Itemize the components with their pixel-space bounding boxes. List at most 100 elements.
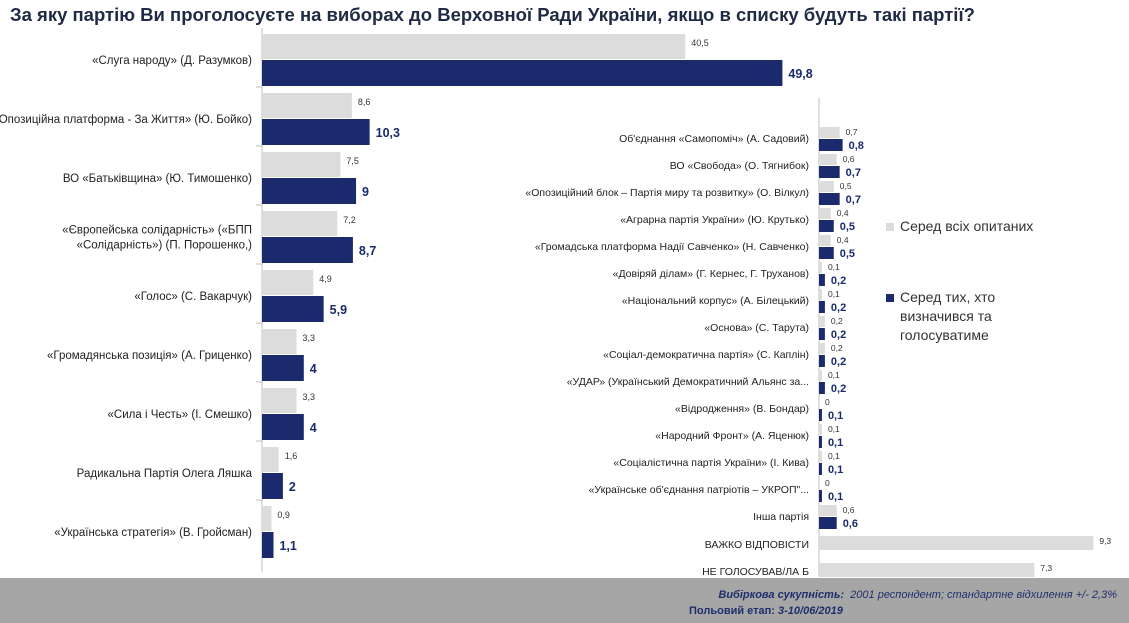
- data-label-all: 0: [825, 397, 830, 407]
- data-label-decided: 0,1: [828, 437, 843, 449]
- category-label: «Національний корпус» (А. Білецький): [622, 295, 809, 307]
- category-label: «Голос» (С. Вакарчук): [134, 291, 252, 303]
- data-label-all: 0: [825, 478, 830, 488]
- bar-all: [262, 388, 297, 413]
- data-label-decided: 0,2: [831, 275, 846, 287]
- data-label-all: 0,9: [277, 510, 290, 520]
- bar-decided: [819, 517, 837, 529]
- bar-decided: [819, 166, 840, 178]
- bar-all: [819, 316, 825, 327]
- category-label: «Опозиційний блок – Партія миру та розви…: [525, 187, 809, 199]
- data-label-all: 0,7: [846, 127, 858, 137]
- bar-all: [262, 34, 686, 59]
- category-label: ВО «Батьківщина» (Ю. Тимошенко): [63, 173, 252, 185]
- data-label-decided: 0,1: [828, 410, 843, 422]
- data-label-decided: 0,8: [849, 140, 864, 152]
- bar-all: [819, 370, 822, 381]
- bar-all: [262, 506, 272, 531]
- data-label-decided: 0,1: [828, 464, 843, 476]
- bar-decided: [262, 60, 783, 86]
- data-label-decided: 4: [310, 421, 317, 435]
- category-label: «Європейська солідарність» («БПП: [62, 225, 252, 237]
- bar-decided: [262, 119, 370, 145]
- data-label-all: 0,1: [828, 262, 840, 272]
- data-label-decided: 0,6: [843, 518, 858, 530]
- bar-all: [262, 270, 314, 295]
- bar-all: [819, 181, 834, 192]
- bar-decided: [262, 237, 353, 263]
- data-label-decided: 0,2: [831, 356, 846, 368]
- category-label: «УДАР» (Український Демократичний Альянс…: [567, 376, 809, 388]
- data-label-decided: 49,8: [788, 67, 812, 81]
- bar-all: [819, 262, 822, 273]
- data-label-decided: 9: [362, 185, 369, 199]
- category-label: Радикальна Партія Олега Ляшка: [77, 468, 253, 480]
- data-label-all: 0,1: [828, 424, 840, 434]
- bar-all: [819, 343, 825, 354]
- bar-all: [819, 127, 840, 138]
- category-label: «Українська стратегія» (В. Гройсман): [54, 527, 252, 539]
- legend-label-all: Серед всіх опитаних: [900, 218, 1034, 234]
- category-label: Об'єднання «Самопоміч» (А. Садовий): [619, 133, 809, 145]
- data-label-all: 0,1: [828, 451, 840, 461]
- bar-decided: [819, 193, 840, 205]
- data-label-all: 0,4: [837, 235, 849, 245]
- data-label-all: 0,6: [843, 505, 855, 515]
- field-label: Польовий етап:: [689, 605, 775, 617]
- data-label-decided: 0,5: [840, 248, 855, 260]
- bar-decided: [819, 301, 825, 313]
- data-label-decided: 0,5: [840, 221, 855, 233]
- footer: Вибіркова сукупність: 2001 респондент; с…: [0, 578, 1129, 623]
- data-label-all: 4,9: [319, 274, 332, 284]
- bar-chart: 40,549,8«Слуга народу» (Д. Разумков)8,61…: [0, 28, 1111, 578]
- bar-decided: [819, 139, 843, 151]
- data-label-all: 3,3: [302, 333, 315, 343]
- data-label-all: 0,2: [831, 343, 843, 353]
- bar-all: [819, 563, 1035, 577]
- bar-all: [819, 289, 822, 300]
- bar-all: [819, 235, 831, 246]
- category-label: «Громадська платформа Надії Савченко» (Н…: [535, 241, 809, 253]
- data-label-decided: 1,1: [279, 539, 296, 553]
- category-label: «Українське об'єднання патріотів – УКРОП…: [589, 484, 809, 496]
- bar-all: [819, 536, 1094, 550]
- bar-decided: [819, 382, 825, 394]
- category-label: Інша партія: [753, 511, 809, 523]
- bar-decided: [262, 355, 304, 381]
- category-label: «Народний Фронт» (А. Яценюк): [655, 430, 809, 442]
- category-label: ВАЖКО ВІДПОВІСТИ: [705, 539, 809, 551]
- category-label: «Аграрна партія України» (Ю. Крутько): [620, 214, 809, 226]
- bar-decided: [262, 532, 274, 558]
- category-label: «Опозиційна платформа - За Життя» (Ю. Бо…: [0, 114, 252, 126]
- data-label-all: 8,6: [358, 97, 371, 107]
- bar-decided: [262, 473, 283, 499]
- sample-value: 2001 респондент; стандартне відхилення +…: [850, 589, 1117, 601]
- data-label-decided: 10,3: [376, 126, 400, 140]
- data-label-all: 40,5: [691, 38, 709, 48]
- bar-decided: [819, 220, 834, 232]
- data-label-all: 7,5: [346, 156, 359, 166]
- category-label: «Відродження» (В. Бондар): [675, 403, 809, 415]
- bar-all: [819, 505, 837, 516]
- data-label-decided: 0,2: [831, 383, 846, 395]
- legend-label-decided: Серед тих, хто визначився та голосуватим…: [900, 289, 996, 343]
- bar-all: [262, 152, 341, 177]
- data-label-all: 0,1: [828, 289, 840, 299]
- category-label: «Основа» (С. Тарута): [704, 322, 809, 334]
- bar-all: [262, 329, 297, 354]
- bar-decided: [819, 436, 822, 448]
- data-label-decided: 4: [310, 362, 317, 376]
- sample-info: Вибіркова сукупність: 2001 респондент; с…: [718, 589, 1117, 601]
- bar-decided: [819, 355, 825, 367]
- bar-all: [819, 424, 822, 435]
- bar-all: [819, 451, 822, 462]
- data-label-all: 0,1: [828, 370, 840, 380]
- data-label-all: 7,2: [343, 215, 356, 225]
- category-label: «Сила і Честь» (І. Смешко): [108, 409, 253, 421]
- bar-decided: [262, 178, 357, 204]
- bar-all: [819, 208, 831, 219]
- bar-all: [262, 211, 338, 236]
- bar-all: [819, 154, 837, 165]
- data-label-decided: 8,7: [359, 244, 376, 258]
- data-label-decided: 0,7: [846, 194, 861, 206]
